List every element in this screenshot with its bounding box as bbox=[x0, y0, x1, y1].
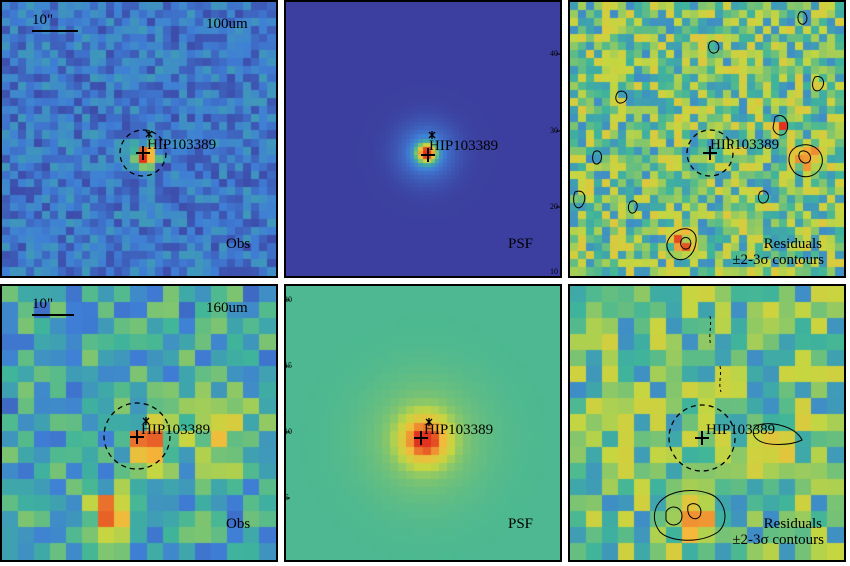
aperture-circle bbox=[119, 129, 167, 177]
target-label: HIP103389 bbox=[141, 422, 211, 438]
target-marker-cross bbox=[130, 430, 144, 444]
star-position-asterisk bbox=[425, 418, 433, 426]
tick-label: 15 bbox=[284, 361, 292, 370]
tick-label: 10 bbox=[284, 427, 292, 436]
aperture-circle bbox=[103, 402, 171, 470]
image-100um-psf bbox=[286, 2, 560, 276]
tick-label: 5 bbox=[285, 493, 289, 502]
panel-100um-psf: HIP103389 PSF 40 30 20 10 bbox=[284, 0, 562, 278]
overlay-160um-residual bbox=[653, 315, 803, 541]
panel-caption: PSF bbox=[508, 236, 534, 252]
tick-label: 10 bbox=[550, 267, 558, 276]
band-label: 100um bbox=[206, 16, 248, 32]
scale-bar-label: 10" bbox=[32, 296, 54, 312]
image-160um-residual bbox=[570, 286, 844, 560]
panel-160um-observed: 10" 160um HIP103389 Obs bbox=[0, 284, 278, 562]
scale-bar-label: 10" bbox=[32, 12, 54, 28]
panel-caption-line2: ±2-3σ contours bbox=[732, 532, 824, 548]
axis-ticks bbox=[286, 299, 290, 499]
panel-caption: PSF bbox=[508, 516, 534, 532]
panel-100um-observed: 10" 100um HIP103389 Obs bbox=[0, 0, 278, 278]
axis-ticks bbox=[556, 53, 560, 208]
target-label: HIP103389 bbox=[429, 138, 499, 154]
overlay-160um-psf bbox=[286, 299, 433, 499]
target-label: HIP103389 bbox=[706, 422, 776, 438]
panel-160um-residual: HIP103389 Residuals ±2-3σ contours bbox=[568, 284, 846, 562]
aperture-circle bbox=[686, 129, 734, 177]
image-100um-residual bbox=[570, 2, 844, 276]
tick-label: 20 bbox=[284, 295, 292, 304]
target-marker-cross bbox=[703, 146, 717, 160]
target-label: HIP103389 bbox=[424, 422, 494, 438]
panel-100um-residual: HIP103389 Residuals ±2-3σ contours bbox=[568, 0, 846, 278]
star-position-asterisk bbox=[145, 130, 153, 138]
residual-contours bbox=[653, 315, 803, 541]
overlay-100um-residual bbox=[573, 11, 825, 261]
panel-caption-line2: ±2-3σ contours bbox=[732, 252, 824, 268]
target-marker-cross bbox=[136, 146, 150, 160]
panel-caption-line1: Residuals bbox=[763, 236, 822, 252]
overlay-160um-observed bbox=[32, 314, 171, 470]
image-160um-observed bbox=[2, 286, 276, 560]
star-position-asterisk bbox=[142, 417, 150, 425]
panel-caption: Obs bbox=[226, 236, 251, 252]
panel-caption: Obs bbox=[226, 516, 251, 532]
panel-160um-psf: HIP103389 PSF 20 15 10 5 bbox=[284, 284, 562, 562]
image-160um-psf bbox=[286, 286, 560, 560]
target-marker-cross bbox=[695, 431, 709, 445]
tick-label: 30 bbox=[550, 126, 558, 135]
target-marker-cross bbox=[414, 431, 428, 445]
overlay-100um-observed bbox=[32, 30, 167, 177]
band-label: 160um bbox=[206, 300, 248, 316]
tick-label: 40 bbox=[550, 49, 558, 58]
star-position-asterisk bbox=[428, 131, 436, 139]
residual-contours bbox=[573, 11, 825, 261]
target-marker-cross bbox=[421, 148, 435, 162]
target-label: HIP103389 bbox=[147, 137, 217, 153]
aperture-circle bbox=[668, 404, 736, 472]
image-100um-observed bbox=[2, 2, 276, 276]
tick-label: 20 bbox=[550, 202, 558, 211]
panel-caption-line1: Residuals bbox=[763, 516, 822, 532]
target-label: HIP103389 bbox=[710, 137, 780, 153]
overlay-100um-psf bbox=[421, 53, 560, 208]
